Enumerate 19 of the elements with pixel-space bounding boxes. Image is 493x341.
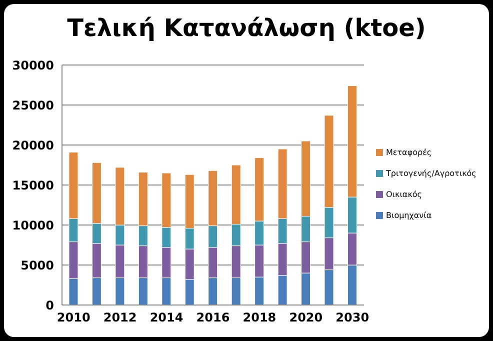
y-tick-label: 5000	[20, 258, 54, 272]
x-tick-label: 2012	[103, 310, 137, 325]
x-tick-label: 2030	[336, 310, 370, 325]
y-tick-label: 15000	[12, 178, 54, 192]
y-tick-label: 10000	[12, 218, 54, 232]
x-tick-label: 2018	[242, 310, 276, 325]
y-tick-label: 30000	[12, 58, 54, 72]
x-tick-label: 2016	[196, 310, 230, 325]
y-tick-label: 25000	[12, 98, 54, 112]
x-tick-label: 2020	[289, 310, 323, 325]
legend-label: Βιομηχανία	[386, 211, 432, 220]
y-tick-label: 20000	[12, 138, 54, 152]
legend-label: Οικιακός	[386, 190, 422, 199]
legend-label: Τριτογενής/Αγροτικός	[386, 169, 476, 178]
chart-title: Τελική Κατανάλωση (ktoe)	[66, 14, 427, 42]
legend-label: Μεταφορές	[386, 148, 432, 157]
x-tick-label: 2014	[150, 310, 184, 325]
x-tick-label: 2010	[56, 310, 90, 325]
y-tick-label: 0	[46, 298, 54, 312]
